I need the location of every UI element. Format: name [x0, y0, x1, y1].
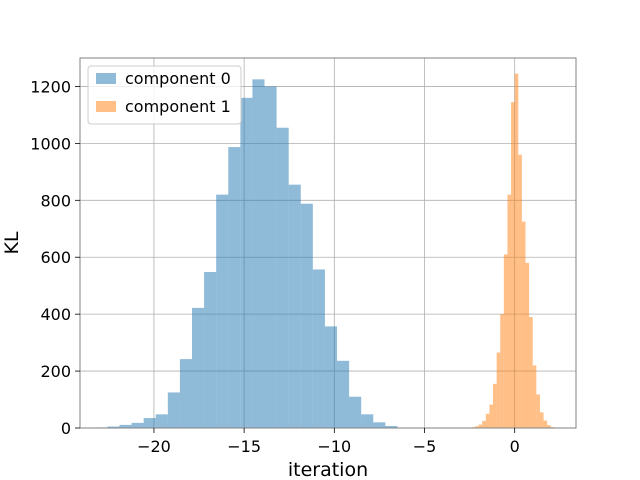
legend-label-component-1: component 1 — [125, 97, 231, 116]
bar-component-1 — [529, 317, 533, 428]
y-tick-label: 0 — [61, 419, 71, 438]
histogram-bars — [95, 73, 555, 429]
bar-component-1 — [511, 102, 515, 428]
bar-component-1 — [525, 262, 530, 428]
bar-component-1 — [532, 365, 537, 428]
bar-component-1 — [478, 424, 483, 428]
y-tick-label: 1200 — [30, 77, 71, 96]
y-tick-label: 800 — [40, 191, 71, 210]
x-tick-label: −20 — [137, 437, 171, 456]
x-axis-ticks: −20 −15 −10 −5 0 — [137, 428, 520, 456]
bar-component-1 — [503, 254, 508, 428]
bar-component-1 — [474, 426, 479, 428]
bar-component-1 — [514, 73, 519, 429]
bar-component-0 — [264, 86, 277, 428]
bar-component-0 — [107, 426, 120, 428]
bar-component-0 — [228, 147, 241, 429]
bar-component-0 — [349, 396, 362, 428]
x-tick-label: −5 — [413, 437, 437, 456]
x-tick-label: 0 — [510, 437, 520, 456]
bar-component-0 — [179, 359, 193, 428]
bar-component-1 — [547, 425, 551, 428]
y-axis-label: KL — [1, 231, 23, 254]
bar-component-1 — [496, 352, 501, 428]
bar-component-0 — [240, 97, 253, 428]
plot-frame — [79, 57, 577, 429]
bar-component-1 — [507, 194, 512, 428]
bar-component-0 — [143, 418, 156, 428]
x-tick-label: −10 — [317, 437, 351, 456]
bar-component-0 — [167, 392, 180, 428]
y-axis-ticks: 0 200 400 600 800 1000 1200 — [30, 77, 80, 438]
bar-component-0 — [385, 426, 398, 428]
bar-component-0 — [204, 272, 217, 428]
bar-component-0 — [288, 184, 301, 428]
bar-component-1 — [521, 221, 526, 428]
bar-component-1 — [518, 154, 522, 428]
bar-component-1 — [500, 314, 504, 428]
bar-component-0 — [119, 424, 132, 428]
bar-component-0 — [337, 360, 350, 428]
y-tick-label: 1000 — [30, 134, 71, 153]
bar-component-0 — [131, 422, 144, 428]
bar-component-0 — [252, 79, 265, 428]
x-tick-label: −15 — [227, 437, 261, 456]
bar-component-0 — [324, 326, 338, 428]
bar-component-1 — [493, 383, 497, 428]
bar-component-0 — [155, 414, 168, 428]
bar-component-0 — [361, 414, 374, 428]
x-axis-label: iteration — [288, 459, 368, 480]
y-tick-label: 600 — [40, 248, 71, 267]
legend-box — [87, 65, 242, 125]
bar-component-1 — [482, 420, 486, 428]
legend: component 0 component 1 — [87, 65, 242, 125]
bar-component-1 — [485, 413, 490, 428]
y-tick-label: 200 — [40, 362, 71, 381]
legend-swatch-component-1 — [96, 101, 116, 112]
y-tick-label: 400 — [40, 305, 71, 324]
bar-component-1 — [536, 394, 540, 428]
bar-component-1 — [489, 404, 494, 428]
bar-component-0 — [300, 203, 313, 428]
bar-component-0 — [276, 127, 289, 428]
bar-component-0 — [192, 307, 205, 428]
bar-component-0 — [216, 194, 229, 428]
legend-label-component-0: component 0 — [125, 69, 231, 88]
bar-component-0 — [373, 422, 386, 428]
legend-swatch-component-0 — [96, 73, 116, 84]
bar-component-1 — [539, 412, 544, 428]
bar-component-0 — [312, 269, 325, 428]
bar-component-1 — [543, 420, 548, 428]
